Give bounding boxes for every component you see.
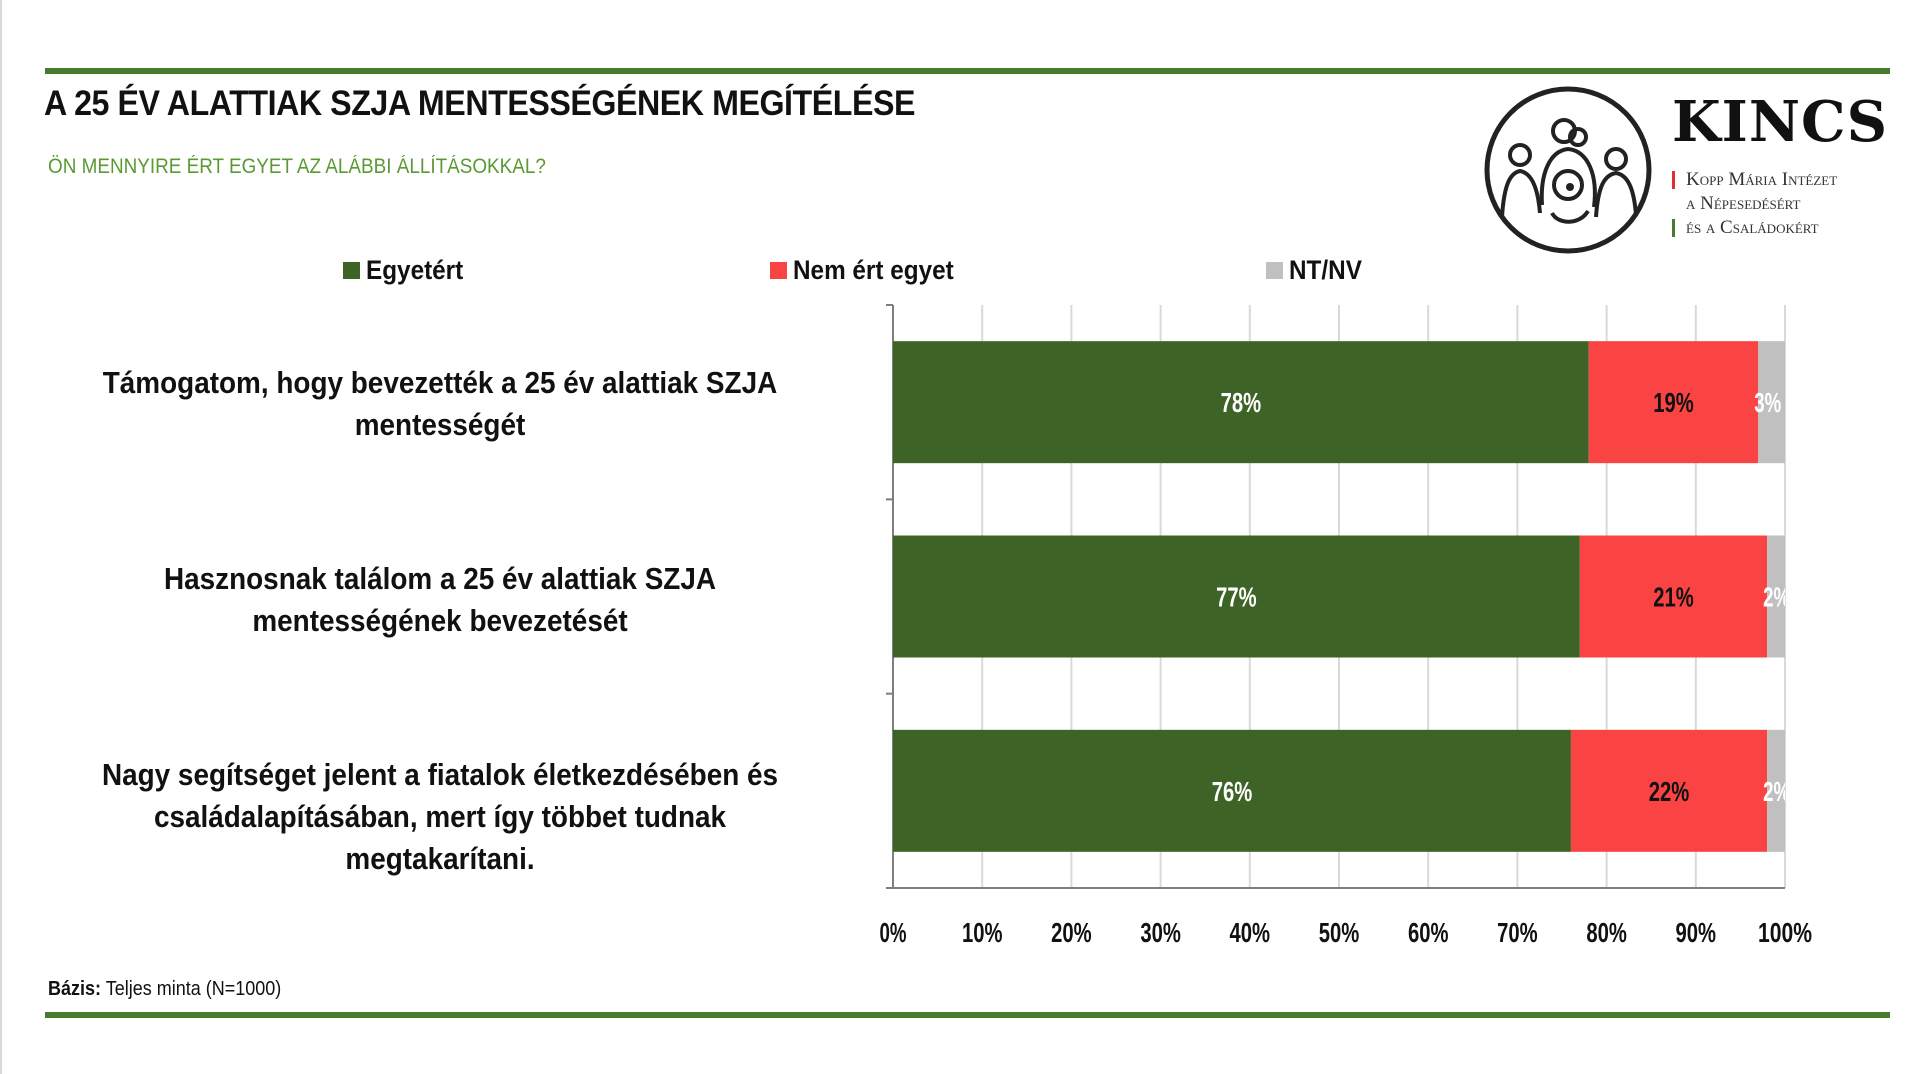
data-label: 2% <box>1763 582 1790 613</box>
category-label-2: Hasznosnak találom a 25 év alattiak SZJA… <box>163 561 717 638</box>
legend-item-dk: NT/NV <box>1266 255 1370 286</box>
x-tick-label: 90% <box>1676 917 1717 948</box>
data-label: 3% <box>1754 387 1781 418</box>
data-label: 78% <box>1221 387 1262 418</box>
category-label-3: Nagy segítséget jelent a fiatalok életke… <box>101 757 779 876</box>
page-title: A 25 ÉV ALATTIAK SZJA MENTESSÉGÉNEK MEGÍ… <box>44 84 916 123</box>
bar-segment <box>1579 535 1768 658</box>
legend-swatch-agree <box>343 262 360 279</box>
legend-swatch-disagree <box>770 262 787 279</box>
data-label: 21% <box>1653 582 1694 613</box>
kincs-logo: KINCS Kopp Mária Intézet a Népesedésért … <box>1480 85 1890 255</box>
bar-segment <box>1767 535 1785 658</box>
logo-line-1: Kopp Mária Intézet <box>1672 168 1837 192</box>
family-emblem-icon <box>1484 86 1652 254</box>
bar-segment <box>1758 341 1785 464</box>
x-tick-label: 10% <box>962 917 1003 948</box>
x-tick-label: 50% <box>1319 917 1360 948</box>
logo-tick-green <box>1672 219 1675 237</box>
logo-tagline: Kopp Mária Intézet a Népesedésért és a C… <box>1672 168 1837 240</box>
category-label-1: Támogatom, hogy bevezették a 25 év alatt… <box>102 365 778 442</box>
bar-segment <box>893 729 1571 852</box>
legend-swatch-dk <box>1266 262 1283 279</box>
bar-segment <box>1570 729 1768 852</box>
x-tick-label: 100% <box>1758 917 1812 948</box>
stacked-bar-chart: 0% 10% 20% 30% 40% 50% 60% 70% 80% 90% 100% 78% 19% 3… <box>880 304 1812 948</box>
bar-segment <box>893 535 1580 658</box>
legend-label-disagree: Nem ért egyet <box>793 255 954 285</box>
logo-name: KINCS <box>1672 89 1889 155</box>
x-tick-label: 30% <box>1140 917 1181 948</box>
legend-label-dk: NT/NV <box>1289 255 1362 285</box>
x-tick-label: 80% <box>1586 917 1627 948</box>
legend-item-agree: Egyetért <box>343 255 474 286</box>
x-tick-label: 40% <box>1230 917 1271 948</box>
data-label: 22% <box>1649 776 1690 807</box>
x-tick-label: 0% <box>880 917 907 948</box>
logo-line-3: és a Családokért <box>1672 216 1837 240</box>
data-label: 19% <box>1653 387 1694 418</box>
x-tick-label: 60% <box>1408 917 1449 948</box>
legend-item-disagree: Nem ért egyet <box>770 255 972 286</box>
data-label: 77% <box>1216 582 1257 613</box>
top-rule <box>45 68 1890 74</box>
bar-segment <box>1588 341 1759 464</box>
logo-tick-red <box>1672 171 1675 189</box>
logo-line-2: a Népesedésért <box>1686 193 1801 214</box>
x-tick-label: 20% <box>1051 917 1092 948</box>
legend-label-agree: Egyetért <box>366 255 464 285</box>
bar-segment <box>1767 729 1785 852</box>
bar-segment <box>893 341 1589 464</box>
base-footnote: Bázis: Teljes minta (N=1000) <box>48 978 282 1000</box>
data-label: 76% <box>1212 776 1253 807</box>
page-edge <box>0 0 2 1074</box>
bottom-rule <box>45 1012 1890 1018</box>
x-tick-label: 70% <box>1497 917 1538 948</box>
page-subtitle: ÖN MENNYIRE ÉRT EGYET AZ ALÁBBI ÁLLÍTÁSO… <box>48 155 546 178</box>
data-label: 2% <box>1763 776 1790 807</box>
